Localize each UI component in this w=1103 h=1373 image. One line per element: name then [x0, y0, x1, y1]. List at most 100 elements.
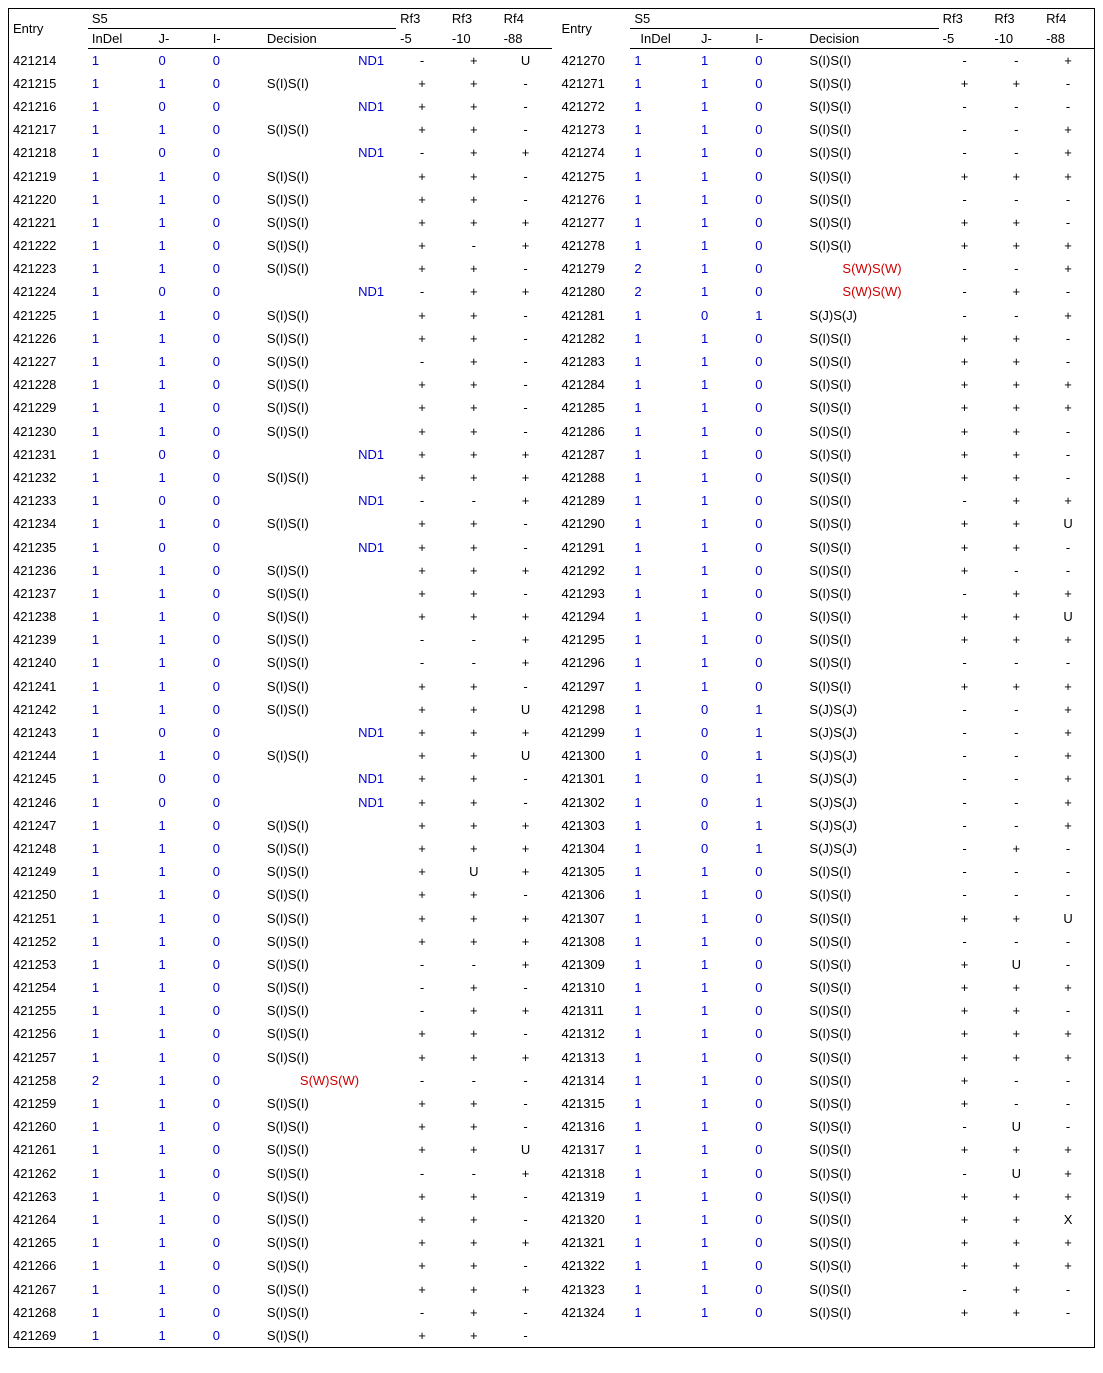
table-row: 421246100ND1++-	[9, 791, 552, 814]
cell-decision: ND1	[263, 280, 396, 303]
cell-indel: 1	[88, 883, 155, 906]
table-row: 421294110S(I)S(I)++U	[552, 605, 1095, 628]
cell-rf3-5: +	[396, 1092, 448, 1115]
cell-indel: 1	[88, 512, 155, 535]
table-row: 421262110S(I)S(I)--+	[9, 1162, 552, 1185]
cell-entry: 421280	[552, 280, 631, 303]
table-row: 421293110S(I)S(I)-++	[552, 582, 1095, 605]
cell-i: 0	[751, 164, 805, 187]
cell-rf3-5: +	[396, 930, 448, 953]
cell-decision: S(I)S(I)	[805, 118, 938, 141]
cell-decision: S(I)S(I)	[263, 350, 396, 373]
cell-rf3-10: +	[990, 280, 1042, 303]
cell-rf3-5: +	[396, 420, 448, 443]
cell-entry: 421254	[9, 976, 88, 999]
cell-decision: S(I)S(I)	[263, 744, 396, 767]
cell-i: 0	[209, 767, 263, 790]
table-row: 421282110S(I)S(I)++-	[552, 327, 1095, 350]
cell-i: 0	[751, 1277, 805, 1300]
cell-decision: S(I)S(I)	[263, 257, 396, 280]
cell-rf4-88: -	[500, 1185, 552, 1208]
cell-j: 1	[154, 234, 208, 257]
cell-entry: 421292	[552, 559, 631, 582]
cell-rf4-88: -	[1042, 1069, 1094, 1092]
cell-entry: 421323	[552, 1277, 631, 1300]
cell-rf3-5: +	[396, 164, 448, 187]
cell-rf3-5: -	[939, 188, 991, 211]
cell-indel: 1	[630, 1138, 697, 1161]
cell-i: 0	[209, 744, 263, 767]
cell-indel: 1	[630, 118, 697, 141]
table-row: 421236110S(I)S(I)+++	[9, 559, 552, 582]
cell-entry: 421285	[552, 396, 631, 419]
cell-j: 1	[154, 814, 208, 837]
cell-indel: 1	[88, 1185, 155, 1208]
cell-j: 1	[154, 164, 208, 187]
cell-rf4-88: -	[1042, 1092, 1094, 1115]
cell-i: 0	[209, 443, 263, 466]
cell-rf3-5: +	[396, 188, 448, 211]
cell-decision: S(I)S(I)	[805, 1208, 938, 1231]
cell-rf3-10: -	[990, 559, 1042, 582]
table-row: 421288110S(I)S(I)++-	[552, 466, 1095, 489]
cell-entry: 421284	[552, 373, 631, 396]
cell-rf3-10: -	[448, 628, 500, 651]
cell-entry: 421293	[552, 582, 631, 605]
table-row: 421276110S(I)S(I)---	[552, 188, 1095, 211]
cell-rf4-88: +	[1042, 234, 1094, 257]
cell-decision: S(I)S(I)	[805, 651, 938, 674]
cell-j: 1	[154, 559, 208, 582]
cell-rf3-10: +	[448, 1277, 500, 1300]
cell-entry: 421220	[9, 188, 88, 211]
cell-i: 0	[751, 466, 805, 489]
cell-rf4-88: -	[1042, 280, 1094, 303]
cell-decision: S(I)S(I)	[805, 906, 938, 929]
cell-entry: 421257	[9, 1046, 88, 1069]
table-row: 421242110S(I)S(I)++U	[9, 698, 552, 721]
cell-indel: 1	[88, 420, 155, 443]
cell-rf4-88: +	[1042, 744, 1094, 767]
cell-j: 1	[697, 420, 751, 443]
cell-j: 1	[154, 1254, 208, 1277]
cell-i: 0	[751, 396, 805, 419]
cell-entry: 421238	[9, 605, 88, 628]
cell-rf3-5: -	[396, 280, 448, 303]
cell-rf3-5: -	[939, 930, 991, 953]
cell-indel: 1	[88, 651, 155, 674]
cell-i: 0	[751, 1046, 805, 1069]
cell-rf4-88: -	[500, 976, 552, 999]
cell-j: 1	[697, 1115, 751, 1138]
cell-i: 0	[209, 814, 263, 837]
cell-i: 0	[209, 976, 263, 999]
cell-indel: 1	[630, 1208, 697, 1231]
cell-j: 1	[697, 1138, 751, 1161]
cell-decision: S(I)S(I)	[263, 1277, 396, 1300]
cell-rf3-10: +	[448, 1046, 500, 1069]
cell-decision: S(I)S(I)	[805, 883, 938, 906]
cell-i: 0	[751, 1115, 805, 1138]
cell-decision: ND1	[263, 49, 396, 72]
cell-entry: 421283	[552, 350, 631, 373]
cell-j: 0	[154, 49, 208, 72]
cell-j: 1	[154, 373, 208, 396]
cell-j: 1	[697, 373, 751, 396]
table-row: 421309110S(I)S(I)+U-	[552, 953, 1095, 976]
cell-decision: ND1	[263, 721, 396, 744]
cell-rf3-10: +	[990, 211, 1042, 234]
cell-rf3-5: +	[939, 373, 991, 396]
cell-entry: 421234	[9, 512, 88, 535]
cell-j: 1	[154, 304, 208, 327]
cell-decision: S(I)S(I)	[263, 675, 396, 698]
cell-i: 0	[209, 860, 263, 883]
cell-indel: 1	[630, 1162, 697, 1185]
table-row: 421304101S(J)S(J)-+-	[552, 837, 1095, 860]
cell-decision: S(I)S(I)	[805, 489, 938, 512]
cell-indel: 1	[630, 767, 697, 790]
cell-rf4-88: X	[1042, 1208, 1094, 1231]
cell-j: 1	[154, 1185, 208, 1208]
cell-rf3-5: +	[396, 1324, 448, 1347]
cell-rf3-5: +	[396, 906, 448, 929]
cell-i: 0	[209, 721, 263, 744]
cell-decision: S(I)S(I)	[263, 883, 396, 906]
cell-rf4-88: +	[500, 721, 552, 744]
